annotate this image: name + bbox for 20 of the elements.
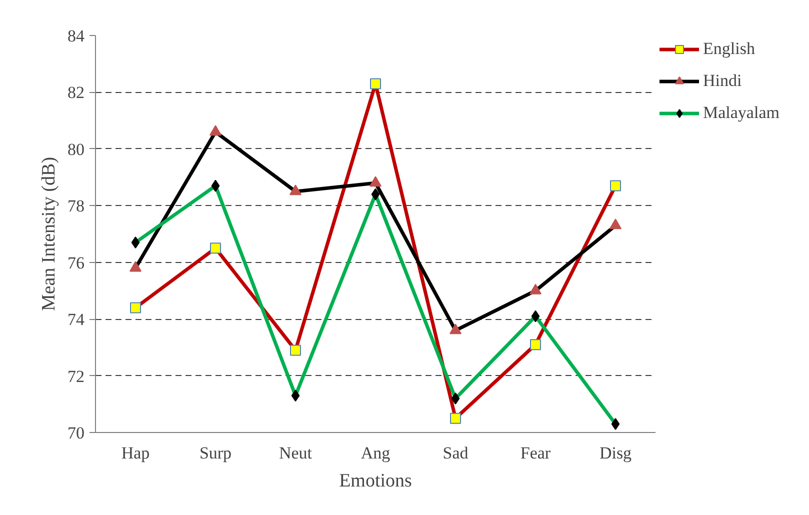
x-tick-label: Neut	[278, 444, 312, 462]
legend-label: Hindi	[703, 71, 742, 91]
legend-label: Malayalam	[703, 103, 780, 123]
legend-label: English	[703, 39, 755, 59]
x-tick-label: Ang	[360, 444, 391, 462]
y-tick-label: 84	[68, 26, 85, 46]
y-tick-label: 80	[68, 140, 84, 159]
y-axis-title: Mean Intensity (dB)	[38, 156, 60, 312]
y-tick-label: 82	[68, 83, 84, 102]
x-tick-label: Surp	[199, 444, 232, 462]
y-tick-label: 78	[68, 196, 84, 216]
y-tick-label: 74	[68, 310, 85, 330]
y-tick-label: 76	[68, 253, 84, 272]
x-tick-label: Fear	[520, 444, 551, 462]
x-axis-title: Emotions	[339, 470, 412, 492]
x-tick-label: Hap	[121, 444, 150, 462]
y-tick-label: 72	[68, 366, 84, 386]
x-tick-label: Sad	[442, 444, 469, 462]
y-tick-label: 70	[68, 424, 84, 442]
x-tick-label: Disg	[599, 444, 632, 462]
